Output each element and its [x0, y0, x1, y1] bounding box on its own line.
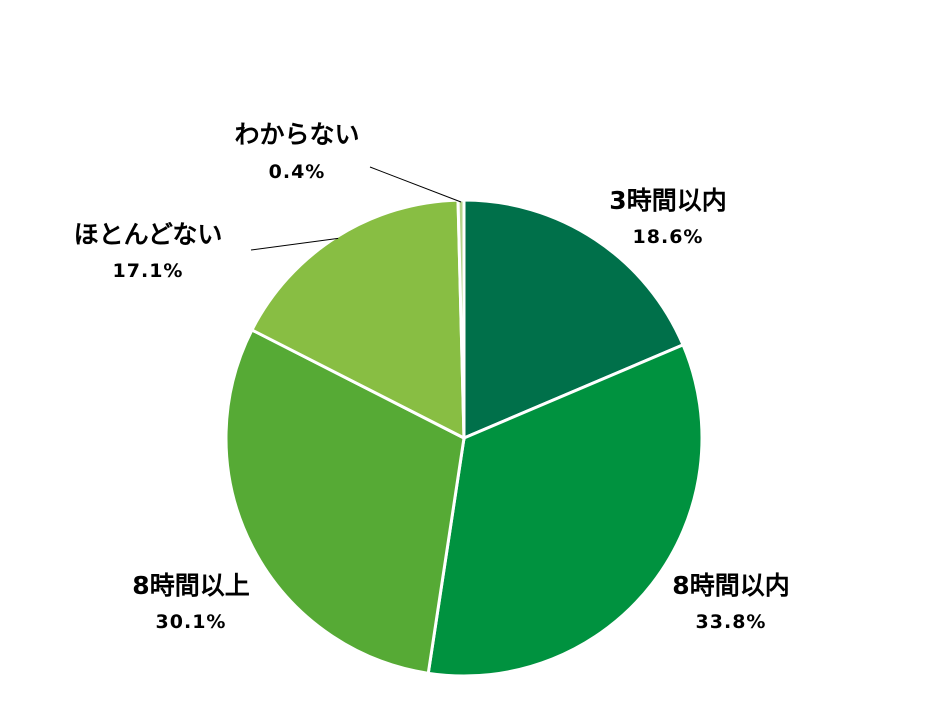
slice-label-8h-within: 8時間以内 [672, 571, 789, 600]
slice-label-unknown: わからない [234, 120, 359, 149]
slice-value-unknown: 0.4% [269, 161, 326, 183]
slice-label-hardly: ほとんどない [74, 220, 223, 249]
leader-line-hardly [250, 237, 339, 251]
leader-lines [250, 166, 462, 251]
slice-unknown [456, 198, 466, 439]
pie-slices [224, 198, 704, 678]
slice-value-3h: 18.6% [633, 226, 704, 248]
slice-label-8h-over: 8時間以上 [132, 571, 249, 600]
slice-8h-within [426, 342, 704, 678]
slice-value-8h-within: 33.8% [696, 611, 767, 633]
slice-value-8h-over: 30.1% [156, 611, 227, 633]
slice-3h [462, 198, 685, 441]
slice-value-hardly: 17.1% [113, 260, 184, 282]
slice-label-3h: 3時間以内 [609, 186, 726, 215]
slice-hardly [249, 198, 466, 441]
leader-line-unknown [369, 166, 462, 203]
slice-8h-over [224, 327, 466, 676]
